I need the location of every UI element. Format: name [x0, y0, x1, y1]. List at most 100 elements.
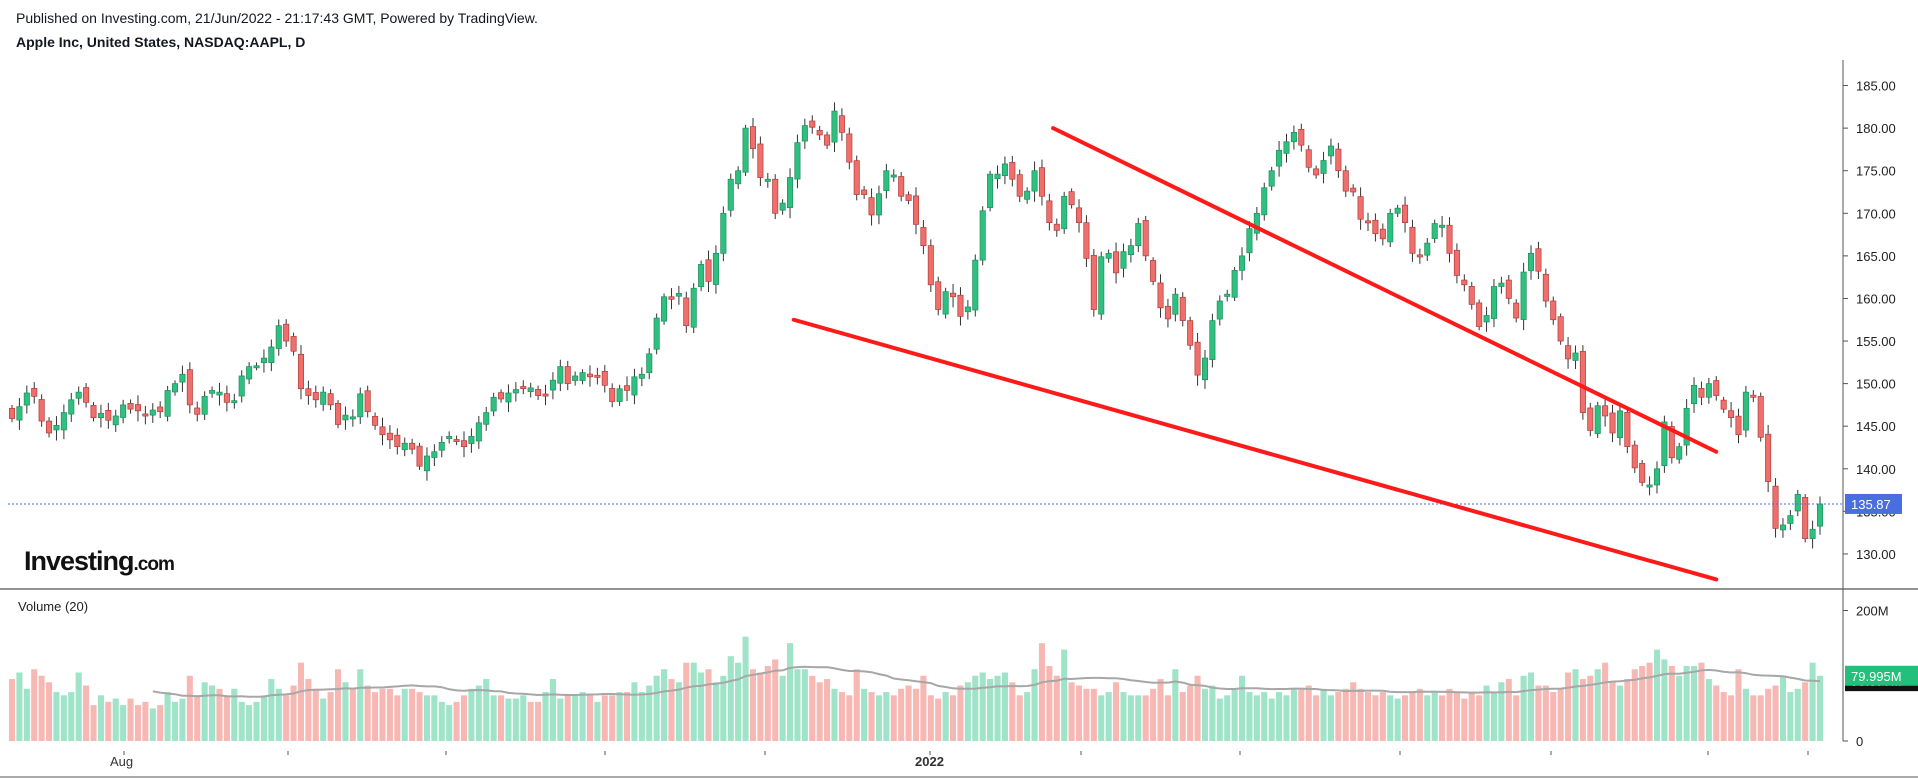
candle-up [720, 212, 727, 254]
candle-up [349, 416, 356, 420]
volume-bar-down [1416, 688, 1423, 741]
volume-bar-down [134, 705, 142, 741]
candle-down [757, 143, 764, 178]
price-tick-label: 145.00 [1856, 419, 1896, 434]
candle-down [127, 403, 134, 410]
volume-bar-up [97, 695, 104, 741]
volume-bar-up [549, 679, 556, 741]
candle-up [764, 178, 771, 182]
candle-down [1342, 170, 1349, 192]
candle-up [512, 389, 519, 394]
volume-bar-up [1261, 692, 1268, 741]
candle-up [979, 210, 986, 261]
volume-bar-up [1120, 692, 1127, 741]
volume-bar-down [564, 695, 571, 741]
candle-down [1765, 433, 1772, 482]
candle-down [186, 369, 193, 406]
volume-bar-up [423, 695, 430, 741]
candle-up [1216, 300, 1223, 320]
candle-down [1357, 196, 1364, 220]
candle-up [112, 415, 119, 426]
volume-bar-down [1550, 692, 1557, 741]
volume-bar-up [1483, 685, 1490, 741]
candle-down [83, 387, 90, 403]
candle-up [994, 173, 1001, 180]
volume-bar-down [1668, 665, 1675, 741]
volume-bar-down [950, 695, 957, 741]
volume-bar-up [1683, 665, 1690, 741]
volume-bar-up [675, 682, 682, 741]
volume-bar-up [490, 695, 497, 741]
volume-bar-down [905, 685, 912, 741]
price-tick-label: 160.00 [1856, 291, 1896, 306]
volume-bar-down [46, 682, 53, 741]
volume-bar-down [868, 692, 875, 741]
volume-bar-up [979, 672, 986, 741]
candle-up [1246, 228, 1253, 254]
volume-bar-up [616, 692, 623, 741]
candle-up [246, 366, 253, 380]
candle-down [927, 245, 934, 286]
candle-down [1602, 405, 1609, 417]
volume-bar-down [394, 695, 401, 741]
candle-up [1239, 255, 1246, 271]
candle-up [1201, 357, 1209, 381]
candle-down [586, 373, 593, 378]
volume-bar-up [987, 679, 994, 741]
candle-down [1194, 341, 1201, 376]
candle-up [1787, 515, 1794, 524]
volume-bar-up [875, 695, 882, 741]
candle-down [1735, 415, 1742, 436]
candle-down [1624, 412, 1631, 447]
candle-down [1416, 254, 1423, 258]
candle-up [1520, 271, 1527, 320]
candle-up [712, 252, 719, 285]
volume-bar-up [1394, 698, 1401, 741]
volume-bar-up [653, 675, 660, 741]
volume-bar-down [1542, 685, 1549, 741]
volume-bar-up [520, 695, 527, 741]
volume-bar-down [957, 685, 964, 741]
candle-down [1639, 462, 1646, 483]
volume-bar-up [1276, 692, 1283, 741]
volume-bar-up [720, 675, 727, 741]
candle-up [964, 306, 971, 313]
volume-bar-down [1772, 685, 1779, 741]
volume-bar-down [816, 682, 823, 741]
candle-down [861, 189, 868, 195]
volume-bar-up [690, 662, 697, 741]
volume-bar-up [1031, 669, 1038, 741]
volume-bar-up [1290, 688, 1297, 741]
volume-bar-up [1098, 695, 1105, 741]
volume-bar-down [920, 675, 927, 741]
candle-down [1476, 302, 1483, 327]
candle-up [1572, 352, 1579, 361]
candle-down [920, 227, 927, 247]
volume-bar-down [935, 698, 942, 741]
candle-up [68, 399, 75, 415]
candle-up [1676, 446, 1683, 460]
candle-up [549, 379, 556, 391]
candle-up [253, 365, 260, 369]
candle-down [1453, 249, 1460, 276]
volume-bar-up [23, 688, 30, 741]
volume-bar-down [1646, 662, 1653, 741]
volume-bar-up [231, 688, 238, 741]
candle-down [290, 336, 297, 352]
candle-down [105, 410, 112, 421]
candle-down [1565, 345, 1572, 360]
candle-down [1579, 351, 1586, 413]
volume-bar-down [1142, 695, 1149, 741]
volume-bar-down [364, 685, 371, 741]
volume-bar-up [786, 643, 794, 741]
last-price-value: 135.87 [1851, 497, 1891, 512]
time-tick-label: Aug [110, 754, 133, 769]
candle-up [787, 177, 794, 209]
candle-up [1816, 503, 1824, 527]
volume-bar-up [1283, 695, 1290, 741]
volume-bar-up [572, 695, 579, 741]
candle-down [1728, 410, 1735, 419]
candle-up [646, 353, 653, 374]
candle-up [1024, 190, 1031, 200]
